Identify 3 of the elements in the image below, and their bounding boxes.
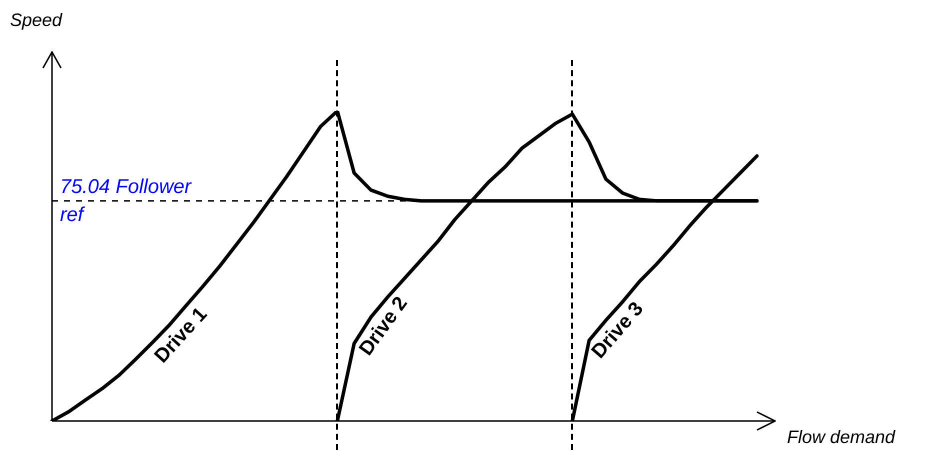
x-axis-title: Flow demand (787, 427, 896, 447)
y-axis-title: Speed (10, 10, 64, 30)
ref-line-label: 75.04 Follower ref (60, 176, 193, 226)
